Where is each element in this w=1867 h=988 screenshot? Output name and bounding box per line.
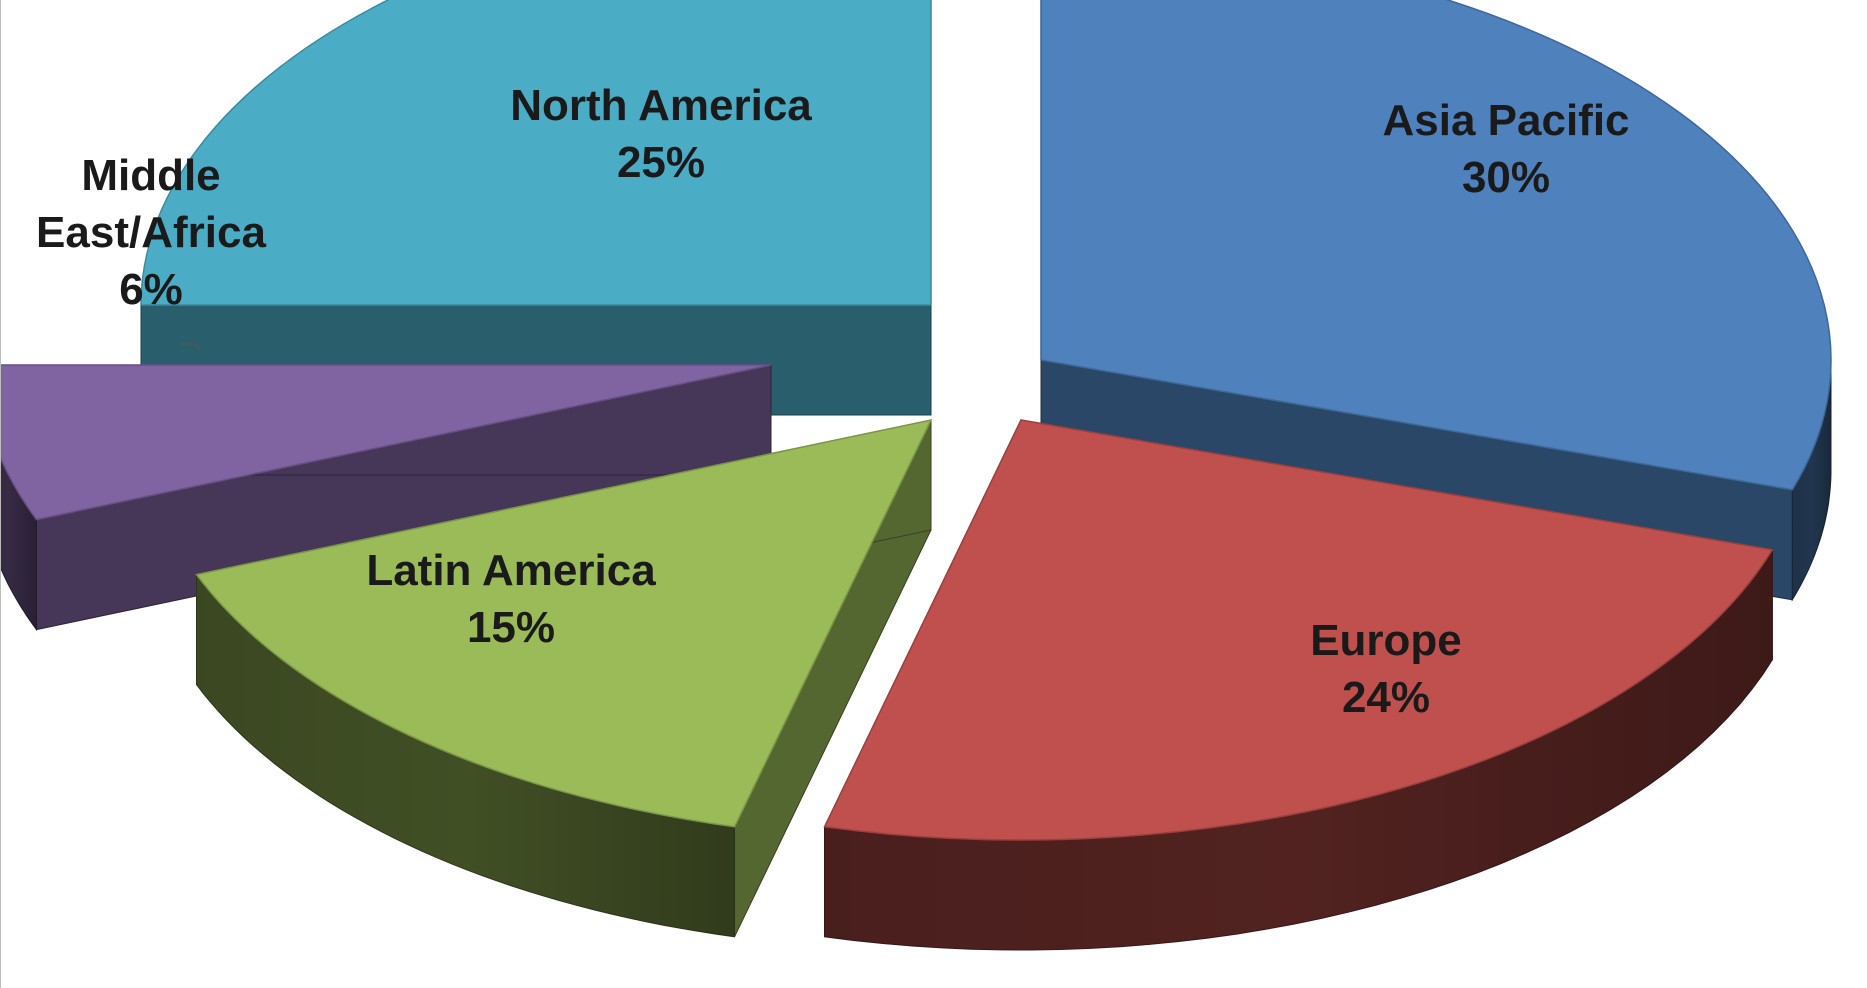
slice-percent-label: 6% [119,265,183,314]
pie-slice-europe [823,419,1774,951]
pie-slice-wall-shading [196,574,735,937]
slice-name-label: East/Africa [36,208,266,257]
slice-label-latin-america: Latin America 15% [366,546,656,652]
slice-name-label: North America [510,81,812,130]
slice-label-europe: Europe 24% [1310,616,1462,722]
pie-slice-top [1040,0,1832,491]
slice-name-label: Middle [81,151,220,200]
slice-label-middle-east-africa: Middle East/Africa 6% [36,151,266,314]
pie-slice-wall-shading [1,458,37,630]
slice-percent-label: 25% [617,138,705,187]
slice-percent-label: 15% [467,603,555,652]
slice-percent-label: 30% [1462,153,1550,202]
slice-name-label: Europe [1310,616,1462,665]
pie-slice-top [140,0,932,306]
pie-slice-wall-shading [824,549,1773,950]
pie-slice-latin-america [195,418,933,938]
slice-name-label: Asia Pacific [1382,96,1629,145]
pie-slice-wall-shading [1792,360,1831,600]
slice-percent-label: 24% [1342,673,1430,722]
pie-slice-top [1,364,772,521]
pie-slice-top [823,419,1774,841]
leader-line [179,343,202,351]
slice-name-label: Latin America [366,546,656,595]
pie-slice-top [195,418,933,828]
pie-slice-middle-east-africa [1,364,772,632]
slice-label-north-america: North America 25% [510,81,812,187]
slice-label-asia-pacific: Asia Pacific 30% [1382,96,1629,202]
